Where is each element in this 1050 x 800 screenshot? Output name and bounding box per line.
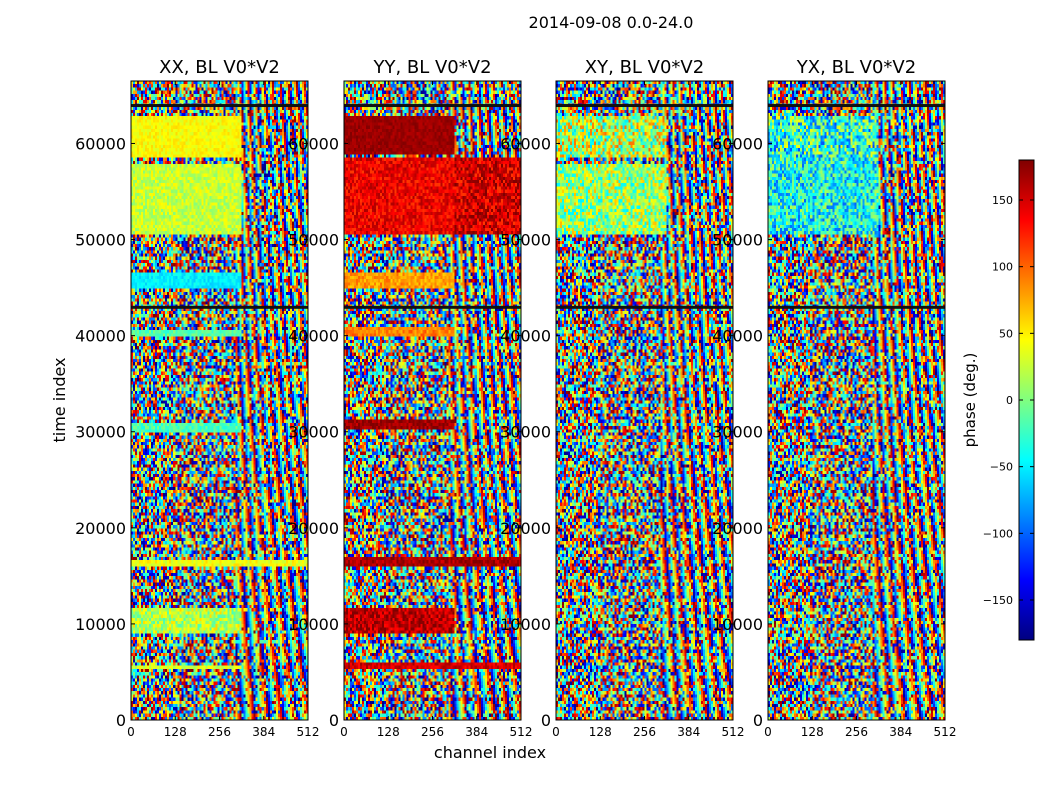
rfi-stripe: [556, 305, 733, 309]
x-tick-label: 512: [934, 725, 957, 739]
x-tick-label: 512: [722, 725, 745, 739]
colorbar-label: phase (deg.): [961, 353, 979, 448]
y-tick-label: 0: [329, 711, 339, 730]
colorbar-tick-label: −100: [983, 527, 1013, 540]
y-tick-label: 30000: [500, 423, 551, 442]
panel-title: YX, BL V0*V2: [796, 57, 916, 78]
y-tick-label: 10000: [712, 615, 763, 634]
x-tick-label: 512: [510, 725, 533, 739]
rfi-stripe: [344, 305, 521, 309]
colorbar-tick-label: 0: [1006, 394, 1013, 407]
heatmap-panel: XY, BL V0*V2 0 128 256 384 512 0 10000 20000 3000…: [500, 57, 744, 739]
y-tick-label: 20000: [288, 519, 339, 538]
y-tick-label: 0: [116, 711, 126, 730]
y-tick-label: 10000: [75, 615, 126, 634]
x-tick-label: 128: [589, 725, 612, 739]
phase-heatmap: [556, 81, 733, 720]
colorbar-tick-label: 100: [992, 261, 1013, 274]
figure-title: 2014-09-08 0.0-24.0: [529, 13, 694, 32]
x-tick-label: 128: [801, 725, 824, 739]
y-tick-label: 50000: [712, 231, 763, 250]
y-tick-label: 0: [753, 711, 763, 730]
x-tick-label: 0: [340, 725, 348, 739]
y-tick-label: 60000: [712, 134, 763, 153]
x-tick-label: 256: [208, 725, 231, 739]
phase-heatmap: [131, 81, 308, 720]
y-tick-label: 40000: [288, 327, 339, 346]
y-tick-label: 30000: [75, 423, 126, 442]
y-tick-label: 30000: [288, 423, 339, 442]
x-tick-label: 384: [889, 725, 912, 739]
y-tick-label: 20000: [500, 519, 551, 538]
colorbar-tick-label: −150: [983, 594, 1013, 607]
x-tick-label: 0: [127, 725, 135, 739]
colorbar: phase (deg.) −150 −100 −50 0 50 100 150: [961, 159, 1035, 641]
x-tick-label: 256: [845, 725, 868, 739]
rfi-stripe: [131, 104, 308, 108]
rfi-stripe: [344, 104, 521, 108]
x-tick-label: 128: [164, 725, 187, 739]
colorbar-tick-label: 50: [999, 327, 1013, 340]
x-tick-label: 0: [552, 725, 560, 739]
x-axis-label: channel index: [434, 743, 546, 762]
y-tick-label: 50000: [500, 231, 551, 250]
x-tick-label: 128: [377, 725, 400, 739]
heatmap-panel: YY, BL V0*V2 0 128 256 384 512 0 10000 20000 3000…: [288, 57, 532, 739]
y-tick-label: 60000: [75, 134, 126, 153]
y-tick-label: 10000: [500, 615, 551, 634]
rfi-stripe: [768, 104, 945, 108]
y-tick-label: 40000: [500, 327, 551, 346]
y-tick-label: 60000: [500, 134, 551, 153]
y-tick-label: 20000: [712, 519, 763, 538]
phase-heatmap: [768, 81, 945, 720]
colorbar-tick-label: 150: [992, 194, 1013, 207]
y-axis-label: time index: [50, 357, 69, 442]
y-tick-label: 50000: [288, 231, 339, 250]
rfi-stripe: [556, 104, 733, 108]
x-tick-label: 384: [252, 725, 275, 739]
x-tick-label: 0: [764, 725, 772, 739]
x-tick-label: 384: [677, 725, 700, 739]
y-tick-label: 30000: [712, 423, 763, 442]
y-tick-label: 0: [541, 711, 551, 730]
rfi-stripe: [768, 305, 945, 309]
panel-title: XY, BL V0*V2: [585, 57, 704, 78]
panel-title: XX, BL V0*V2: [159, 57, 280, 78]
x-tick-label: 512: [297, 725, 320, 739]
y-tick-label: 40000: [712, 327, 763, 346]
panel-title: YY, BL V0*V2: [372, 57, 491, 78]
x-tick-label: 256: [421, 725, 444, 739]
heatmap-panel: XX, BL V0*V2 0 128 256 384 512 0 10000 20000 3000…: [75, 57, 319, 739]
y-tick-label: 60000: [288, 134, 339, 153]
heatmap-panels: XX, BL V0*V2 0 128 256 384 512 0 10000 20000 3000…: [75, 57, 956, 739]
phase-heatmap: [344, 81, 521, 720]
y-tick-label: 10000: [288, 615, 339, 634]
rfi-stripe: [131, 305, 308, 309]
colorbar-tick-label: −50: [990, 461, 1013, 474]
heatmap-panel: YX, BL V0*V2 0 128 256 384 512 0 10000 20000 3000…: [712, 57, 956, 739]
x-tick-label: 256: [633, 725, 656, 739]
y-tick-label: 20000: [75, 519, 126, 538]
y-tick-label: 40000: [75, 327, 126, 346]
y-tick-label: 50000: [75, 231, 126, 250]
x-tick-label: 384: [465, 725, 488, 739]
